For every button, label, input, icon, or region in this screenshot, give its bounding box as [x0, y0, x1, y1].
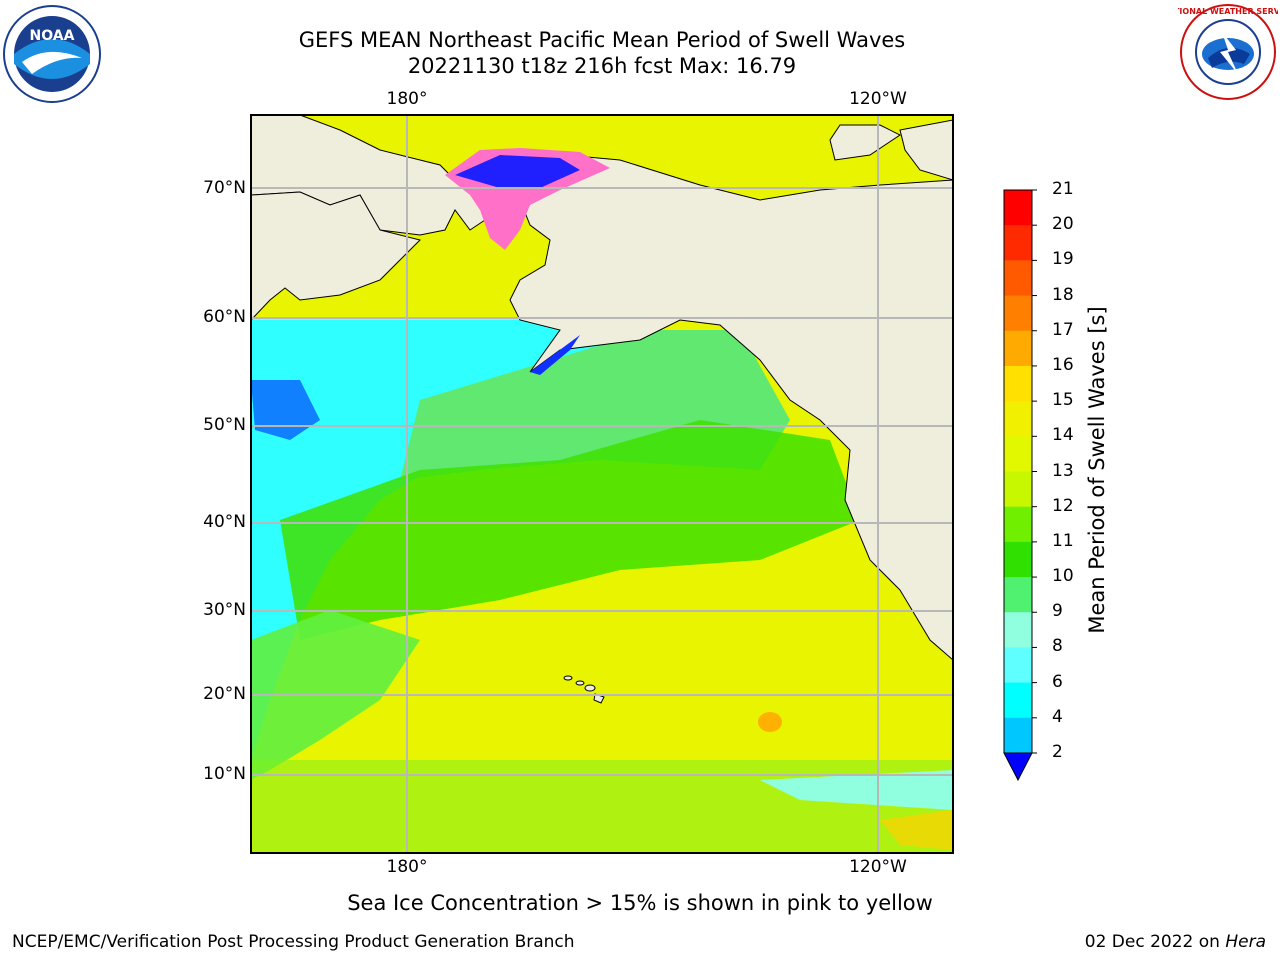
orange-swell-patch [880, 810, 953, 850]
land-north-america [504, 149, 953, 661]
cyan-swell-band-east [760, 770, 953, 810]
max-swell-spot [758, 712, 782, 732]
colorbar-segment [1004, 225, 1032, 261]
colorbar-tick-label: 11 [1052, 530, 1074, 551]
lat-label-50n: 50°N [203, 415, 246, 435]
hawaii-island-3 [584, 684, 596, 692]
colorbar-tick-label: 15 [1052, 390, 1074, 411]
lat-label-30n: 30°N [203, 600, 246, 620]
colorbar [1003, 189, 1037, 782]
colorbar-segment [1004, 717, 1032, 754]
land-kamchatka-region [251, 191, 421, 321]
colorbar-tick-label: 16 [1052, 354, 1074, 375]
sea-ice-note: Sea Ice Concentration > 15% is shown in … [347, 891, 933, 915]
colorbar-segment [1004, 612, 1032, 648]
lat-label-20n: 20°N [203, 684, 246, 704]
sea-ice-blue-core [455, 155, 580, 188]
plot-title: GEFS MEAN Northeast Pacific Mean Period … [298, 28, 906, 52]
lat-label-40n: 40°N [203, 512, 246, 532]
footer-host: Hera [1225, 932, 1266, 952]
colorbar-tick-label: 10 [1052, 566, 1074, 587]
noaa-logo: NOAA [3, 5, 101, 103]
lon-label-top-120w: 120°W [849, 89, 907, 109]
lon-label-top-180: 180° [386, 89, 428, 109]
colorbar-tick-label: 18 [1052, 284, 1074, 305]
hawaii-island-1 [563, 675, 573, 681]
colorbar-segment [1004, 506, 1032, 543]
bristol-bay-patch [530, 335, 580, 375]
colorbar-segment [1004, 260, 1032, 297]
colorbar-segment [1004, 577, 1032, 613]
footer-credit: NCEP/EMC/Verification Post Processing Pr… [12, 932, 575, 952]
land-arctic-island-2 [899, 119, 953, 181]
colorbar-tick-label: 19 [1052, 249, 1074, 270]
colorbar-tick-label: 21 [1052, 179, 1074, 199]
nws-logo: NATIONAL WEATHER SERVICE [1178, 4, 1278, 100]
graticule [251, 115, 953, 853]
footer-date: 02 Dec 2022 on Hera [1085, 932, 1266, 952]
colorbar-tick-label: 17 [1052, 319, 1074, 340]
colorbar-segment [1004, 401, 1032, 437]
footer-date-text: 02 Dec 2022 on [1084, 932, 1220, 952]
lon-label-bottom-120w: 120°W [849, 857, 907, 877]
colorbar-tick-label: 4 [1052, 706, 1063, 727]
hawaii-island-2 [575, 680, 585, 686]
colorbar-segment [1004, 330, 1032, 367]
colorbar-tick-label: 12 [1052, 495, 1074, 516]
land-arctic-island-1 [829, 124, 901, 161]
colorbar-segment [1004, 436, 1032, 472]
colorbar-tick-label: 14 [1052, 425, 1074, 446]
lon-label-bottom-180: 180° [386, 857, 428, 877]
colorbar-segment [1004, 682, 1032, 719]
lat-label-70n: 70°N [203, 178, 246, 198]
lat-label-60n: 60°N [203, 307, 246, 327]
green-swell-region-mid [280, 420, 860, 640]
colorbar-segment [1004, 647, 1032, 684]
colorbar-tick-label: 20 [1052, 214, 1074, 235]
colorbar-tick-label: 9 [1052, 601, 1063, 622]
colorbar-segment [1004, 471, 1032, 508]
map-area [251, 115, 953, 853]
colorbar-segment [1004, 295, 1032, 332]
noaa-logo-text: NOAA [30, 28, 75, 44]
colorbar-segment [1004, 190, 1032, 226]
colorbar-tick-label: 8 [1052, 636, 1063, 657]
colorbar-tick-label: 13 [1052, 460, 1074, 481]
colorbar-extend-arrow [1003, 752, 1033, 782]
cyan-swell-region [251, 320, 660, 760]
green-swell-band-south [251, 760, 953, 853]
colorbar-segment [1004, 541, 1032, 578]
colorbar-tick-label: 6 [1052, 671, 1063, 692]
lat-label-10n: 10°N [203, 764, 246, 784]
colorbar-title: Mean Period of Swell Waves [s] [1085, 306, 1109, 634]
nws-logo-text: NATIONAL WEATHER SERVICE [1178, 7, 1278, 16]
map-frame [250, 114, 954, 854]
colorbar-tick-label: 2 [1052, 742, 1063, 762]
plot-subtitle: 20221130 t18z 216h fcst Max: 16.79 [407, 54, 797, 78]
colorbar-segment [1004, 365, 1032, 402]
